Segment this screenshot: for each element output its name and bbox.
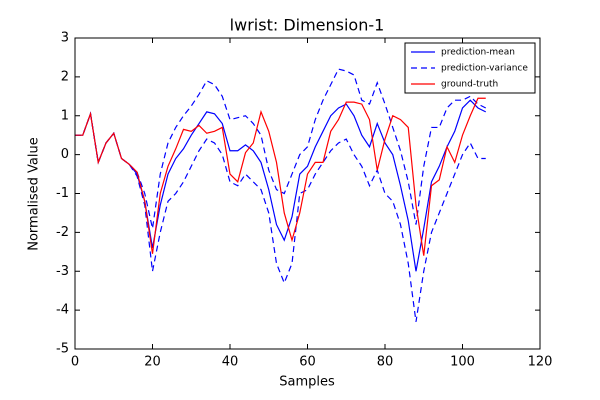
series-line xyxy=(75,97,486,256)
x-axis-label: Samples xyxy=(279,375,335,390)
y-tick-label: -1 xyxy=(56,186,69,201)
y-tick-label: -5 xyxy=(56,342,69,357)
chart-title: lwrist: Dimension-1 xyxy=(230,16,385,35)
legend-label: prediction-mean xyxy=(441,48,515,58)
legend-label: ground-truth xyxy=(441,80,498,90)
y-tick-label: -4 xyxy=(56,303,69,318)
x-tick-label: 100 xyxy=(450,355,475,370)
y-tick-label: 1 xyxy=(61,108,69,123)
y-axis-label: Normalised Value xyxy=(27,137,42,251)
x-tick-label: 20 xyxy=(144,355,161,370)
legend-label: prediction-variance xyxy=(441,64,528,74)
y-tick-label: 3 xyxy=(61,31,69,46)
y-tick-label: -3 xyxy=(56,264,69,279)
x-tick-label: 80 xyxy=(377,355,394,370)
x-tick-label: 60 xyxy=(299,355,316,370)
x-tick-label: 120 xyxy=(528,355,553,370)
y-tick-label: 2 xyxy=(61,69,69,84)
legend: prediction-mean prediction-variance ground… xyxy=(404,42,536,94)
y-tick-label: 0 xyxy=(61,147,69,162)
x-tick-label: 0 xyxy=(71,355,79,370)
x-tick-label: 40 xyxy=(222,355,239,370)
y-tick-label: -2 xyxy=(56,225,69,240)
plot-frame xyxy=(74,37,541,350)
